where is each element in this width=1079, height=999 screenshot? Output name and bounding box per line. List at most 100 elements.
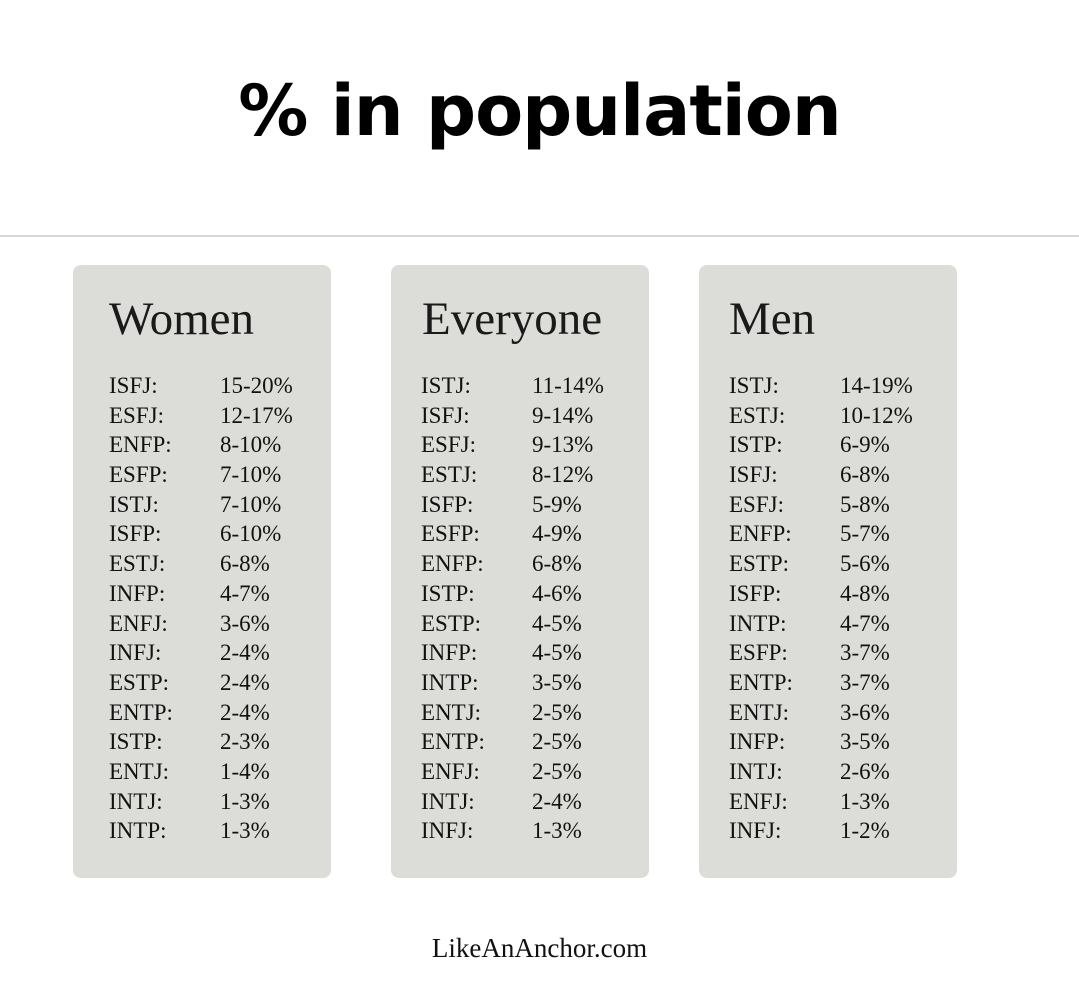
personality-type: ENTJ:	[421, 699, 482, 725]
percentage-range: 4-9%	[532, 521, 582, 547]
page-title: % in population	[238, 70, 841, 152]
personality-type: ISTJ:	[109, 491, 159, 517]
percentage-range: 4-5%	[532, 640, 582, 666]
women-card: Women ISFJ: 15-20% ESFJ: 12-17% ENFP: 8-10% ES…	[73, 265, 331, 878]
footer-source: LikeAnAnchor.com	[431, 933, 648, 963]
personality-type: ISFJ:	[421, 402, 470, 428]
personality-type: ESTJ:	[109, 551, 166, 577]
percentage-range: 3-5%	[532, 669, 582, 695]
list-item: ISFJ: 9-14%	[421, 401, 631, 431]
list-item: ISFP: 5-9%	[421, 490, 631, 520]
list-item: INFP: 3-5%	[729, 727, 939, 757]
personality-type: INTP:	[729, 610, 787, 636]
percentage-range: 7-10%	[220, 462, 282, 488]
personality-type: ESTP:	[109, 669, 170, 695]
personality-type: ENFJ:	[729, 788, 788, 814]
percentage-range: 3-6%	[840, 699, 890, 725]
personality-type: ENFP:	[109, 432, 172, 458]
list-item: ENTP: 2-5%	[421, 727, 631, 757]
personality-type: ESFJ:	[729, 491, 784, 517]
list-item: ESFJ: 5-8%	[729, 490, 939, 520]
list-item: ESTP: 5-6%	[729, 549, 939, 579]
percentage-range: 7-10%	[220, 491, 282, 517]
percentage-range: 6-8%	[840, 462, 890, 488]
list-item: ISFJ: 6-8%	[729, 460, 939, 490]
list-item: INFP: 4-7%	[109, 579, 319, 609]
list-item: ESTP: 2-4%	[109, 668, 319, 698]
everyone-card: Everyone ISTJ: 11-14% ISFJ: 9-14% ESFJ: 9-13%…	[391, 265, 649, 878]
personality-type: ISFP:	[109, 521, 162, 547]
list-item: INTJ: 2-4%	[421, 787, 631, 817]
personality-type: ESFP:	[729, 640, 788, 666]
personality-type: ISFP:	[421, 491, 474, 517]
list-item: INTJ: 1-3%	[109, 787, 319, 817]
list-item: ENTJ: 1-4%	[109, 757, 319, 787]
list-item: ISTJ: 14-19%	[729, 371, 939, 401]
list-item: ESTJ: 8-12%	[421, 460, 631, 490]
personality-type: INFJ:	[729, 818, 782, 844]
percentage-range: 5-9%	[532, 491, 582, 517]
list-item: ESTJ: 10-12%	[729, 401, 939, 431]
personality-type: ISFJ:	[729, 462, 778, 488]
personality-type: ISFP:	[729, 580, 782, 606]
men-card: Men ISTJ: 14-19% ESTJ: 10-12% ISTP: 6-9% ISFJ:…	[699, 265, 957, 878]
percentage-range: 9-13%	[532, 432, 594, 458]
personality-type: ENTJ:	[729, 699, 790, 725]
list-item: ISTP: 4-6%	[421, 579, 631, 609]
personality-type: INTP:	[421, 669, 479, 695]
percentage-range: 3-7%	[840, 640, 890, 666]
percentage-range: 1-2%	[840, 818, 890, 844]
percentage-range: 2-5%	[532, 758, 582, 784]
list-item: ESTP: 4-5%	[421, 609, 631, 639]
percentage-range: 3-6%	[220, 610, 270, 636]
personality-type: ESTJ:	[421, 462, 478, 488]
list-item: ENFP: 5-7%	[729, 519, 939, 549]
percentage-range: 6-10%	[220, 521, 282, 547]
personality-type: INFP:	[421, 640, 478, 666]
personality-type: INTJ:	[109, 788, 163, 814]
personality-type: INTJ:	[421, 788, 475, 814]
list-item: INFJ: 1-2%	[729, 816, 939, 846]
percentage-range: 4-5%	[532, 610, 582, 636]
personality-type: ESFP:	[421, 521, 480, 547]
list-item: ENFP: 6-8%	[421, 549, 631, 579]
percentage-range: 5-6%	[840, 551, 890, 577]
percentage-range: 10-12%	[840, 402, 913, 428]
men-list: ISTJ: 14-19% ESTJ: 10-12% ISTP: 6-9% ISFJ: 6-8%…	[729, 371, 939, 846]
percentage-range: 1-3%	[840, 788, 890, 814]
list-item: INTJ: 2-6%	[729, 757, 939, 787]
percentage-range: 2-4%	[220, 669, 270, 695]
list-item: ENFJ: 1-3%	[729, 787, 939, 817]
personality-type: INTP:	[109, 818, 167, 844]
list-item: ISTJ: 11-14%	[421, 371, 631, 401]
list-item: ENTJ: 2-5%	[421, 698, 631, 728]
list-item: ESFP: 7-10%	[109, 460, 319, 490]
personality-type: ENTP:	[421, 729, 485, 755]
percentage-range: 9-14%	[532, 402, 594, 428]
personality-type: ESTP:	[421, 610, 482, 636]
percentage-range: 6-9%	[840, 432, 890, 458]
personality-type: INFP:	[729, 729, 786, 755]
percentage-range: 2-4%	[532, 788, 582, 814]
percentage-range: 2-4%	[220, 640, 270, 666]
percentage-range: 2-6%	[840, 758, 890, 784]
personality-type: ISTP:	[729, 432, 783, 458]
list-item: ENTP: 3-7%	[729, 668, 939, 698]
list-item: ENTP: 2-4%	[109, 698, 319, 728]
personality-type: INFJ:	[421, 818, 474, 844]
men-heading: Men	[729, 293, 816, 345]
personality-type: ISTP:	[109, 729, 163, 755]
percentage-range: 8-10%	[220, 432, 282, 458]
personality-type: ENFJ:	[109, 610, 168, 636]
list-item: ESFP: 4-9%	[421, 519, 631, 549]
percentage-range: 6-8%	[220, 551, 270, 577]
personality-type: INFP:	[109, 580, 166, 606]
percentage-range: 15-20%	[220, 373, 293, 398]
list-item: ISFP: 6-10%	[109, 519, 319, 549]
list-item: ENTJ: 3-6%	[729, 698, 939, 728]
list-item: INFP: 4-5%	[421, 638, 631, 668]
personality-type: ENTP:	[109, 699, 173, 725]
list-item: ESFJ: 9-13%	[421, 430, 631, 460]
list-item: INTP: 3-5%	[421, 668, 631, 698]
personality-type: ENFP:	[421, 551, 484, 577]
